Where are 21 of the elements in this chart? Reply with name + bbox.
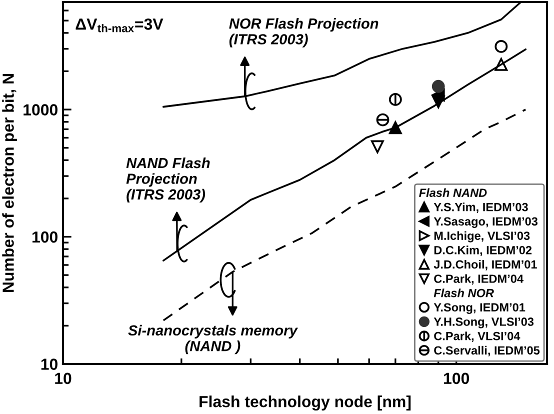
y-tick-label: 100 xyxy=(32,231,58,243)
legend-label: J.D.Choil, IEDM’01 xyxy=(434,260,537,270)
legend-label: C.Park, IEDM’04 xyxy=(434,274,524,285)
legend-label: Y.Sasago, IEDM’03 xyxy=(434,217,538,228)
y-axis-title: Number of electron per bit, N xyxy=(2,74,18,292)
legend-label: C.Park, VLSI’04 xyxy=(434,332,520,342)
annotation: Si-nanocrystals memory (NAND ) xyxy=(128,324,298,354)
legend-label: Y.Song, IEDM’01 xyxy=(434,303,526,314)
annotation: NOR Flash Projection (ITRS 2003) xyxy=(229,18,378,48)
annotation: ΔV$_{th‐max}$=3V xyxy=(76,18,164,32)
x-axis-title: Flash technology node [nm] xyxy=(200,396,411,411)
annotation: Flash NOR xyxy=(434,288,494,298)
y-tick-label: 10 xyxy=(41,358,58,370)
annotation: NAND Flash Projection (ITRS 2003) xyxy=(126,157,210,202)
y-tick-label: 1000 xyxy=(24,104,58,116)
legend-label: Y.H.Song, VLSI’03 xyxy=(434,318,534,328)
legend-label: Y.S.Yim, IEDM’03 xyxy=(434,202,528,213)
legend-label: M.Ichige, VLSI’03 xyxy=(434,231,530,242)
legend-label: D.C.Kim, IEDM’02 xyxy=(434,246,532,256)
legend-label: C.Servalli, IEDM’05 xyxy=(434,346,540,356)
legend-title: Flash NAND xyxy=(419,188,487,197)
